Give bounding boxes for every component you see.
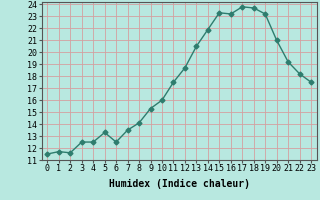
X-axis label: Humidex (Indice chaleur): Humidex (Indice chaleur)	[109, 179, 250, 189]
